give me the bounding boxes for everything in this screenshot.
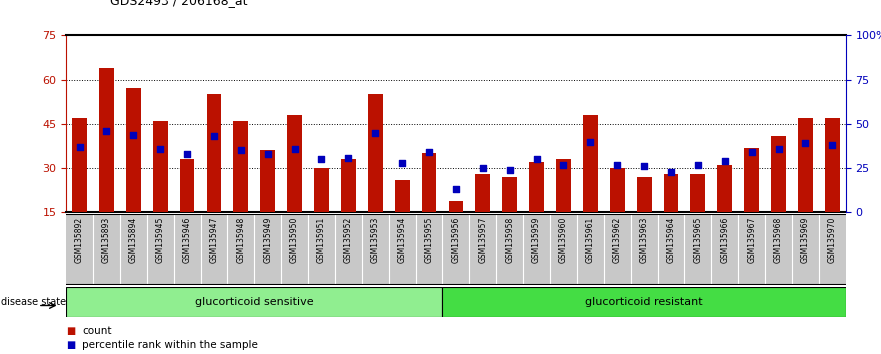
Text: GSM135968: GSM135968 xyxy=(774,217,783,263)
Text: GSM135946: GSM135946 xyxy=(182,217,191,263)
Bar xyxy=(556,159,571,212)
Point xyxy=(261,151,275,157)
Point xyxy=(637,164,651,169)
Bar xyxy=(206,95,221,212)
Text: GSM135950: GSM135950 xyxy=(290,217,300,263)
Text: GSM135965: GSM135965 xyxy=(693,217,702,263)
Text: GSM135970: GSM135970 xyxy=(828,217,837,263)
Point xyxy=(503,167,517,173)
Bar xyxy=(368,95,382,212)
Text: GSM135966: GSM135966 xyxy=(721,217,729,263)
Bar xyxy=(233,121,248,212)
Bar xyxy=(771,136,786,212)
Text: ■: ■ xyxy=(66,326,75,336)
Point xyxy=(744,149,759,155)
Point xyxy=(126,132,140,137)
Point xyxy=(772,146,786,152)
Text: percentile rank within the sample: percentile rank within the sample xyxy=(82,341,258,350)
Point xyxy=(153,146,167,152)
Text: GSM135949: GSM135949 xyxy=(263,217,272,263)
Bar xyxy=(476,174,490,212)
Bar xyxy=(66,287,442,317)
Text: GSM135956: GSM135956 xyxy=(451,217,461,263)
Bar xyxy=(126,88,141,212)
Point xyxy=(529,156,544,162)
Bar xyxy=(72,118,87,212)
Point xyxy=(368,130,382,136)
Point xyxy=(611,162,625,167)
Bar xyxy=(315,168,329,212)
Text: GSM135958: GSM135958 xyxy=(505,217,515,263)
Point xyxy=(718,158,732,164)
Point xyxy=(315,156,329,162)
Bar xyxy=(744,148,759,212)
Text: GSM135961: GSM135961 xyxy=(586,217,595,263)
Text: GSM135953: GSM135953 xyxy=(371,217,380,263)
Bar xyxy=(260,150,275,212)
Text: GSM135947: GSM135947 xyxy=(210,217,218,263)
Text: GSM135894: GSM135894 xyxy=(129,217,137,263)
Bar xyxy=(825,118,840,212)
Point xyxy=(207,133,221,139)
Bar xyxy=(180,159,195,212)
Text: ■: ■ xyxy=(66,341,75,350)
Point xyxy=(395,160,409,166)
Text: GSM135963: GSM135963 xyxy=(640,217,648,263)
Point xyxy=(448,187,463,192)
Point xyxy=(583,139,597,144)
Text: glucorticoid resistant: glucorticoid resistant xyxy=(585,297,703,307)
Bar xyxy=(341,159,356,212)
Bar xyxy=(448,201,463,212)
Point xyxy=(691,162,705,167)
Point xyxy=(422,149,436,155)
Point xyxy=(341,155,355,160)
Bar xyxy=(583,115,597,212)
Bar xyxy=(663,174,678,212)
Bar xyxy=(152,121,167,212)
Text: GSM135951: GSM135951 xyxy=(317,217,326,263)
Point xyxy=(72,144,86,150)
Text: GSM135945: GSM135945 xyxy=(156,217,165,263)
Bar xyxy=(502,177,517,212)
Bar xyxy=(442,287,846,317)
Text: disease state: disease state xyxy=(1,297,66,307)
Text: GDS2493 / 206168_at: GDS2493 / 206168_at xyxy=(110,0,248,7)
Bar xyxy=(529,162,544,212)
Point xyxy=(233,148,248,153)
Text: GSM135892: GSM135892 xyxy=(75,217,84,263)
Bar xyxy=(691,174,706,212)
Point xyxy=(100,128,114,134)
Text: GSM135967: GSM135967 xyxy=(747,217,756,263)
Text: GSM135964: GSM135964 xyxy=(667,217,676,263)
Point xyxy=(476,165,490,171)
Text: GSM135957: GSM135957 xyxy=(478,217,487,263)
Point xyxy=(798,141,812,146)
Bar xyxy=(99,68,114,212)
Bar xyxy=(287,115,302,212)
Point xyxy=(664,169,678,175)
Bar xyxy=(717,165,732,212)
Bar xyxy=(422,153,436,212)
Bar xyxy=(798,118,813,212)
Text: GSM135954: GSM135954 xyxy=(397,217,407,263)
Point xyxy=(287,146,301,152)
Text: count: count xyxy=(82,326,111,336)
Text: GSM135952: GSM135952 xyxy=(344,217,353,263)
Bar xyxy=(610,168,625,212)
Text: GSM135962: GSM135962 xyxy=(612,217,622,263)
Text: GSM135960: GSM135960 xyxy=(559,217,568,263)
Text: GSM135969: GSM135969 xyxy=(801,217,810,263)
Bar xyxy=(637,177,652,212)
Point xyxy=(825,142,840,148)
Text: GSM135948: GSM135948 xyxy=(236,217,245,263)
Text: GSM135955: GSM135955 xyxy=(425,217,433,263)
Point xyxy=(180,151,194,157)
Text: glucorticoid sensitive: glucorticoid sensitive xyxy=(195,297,314,307)
Bar xyxy=(395,180,410,212)
Text: GSM135893: GSM135893 xyxy=(102,217,111,263)
Text: GSM135959: GSM135959 xyxy=(532,217,541,263)
Point xyxy=(557,162,571,167)
